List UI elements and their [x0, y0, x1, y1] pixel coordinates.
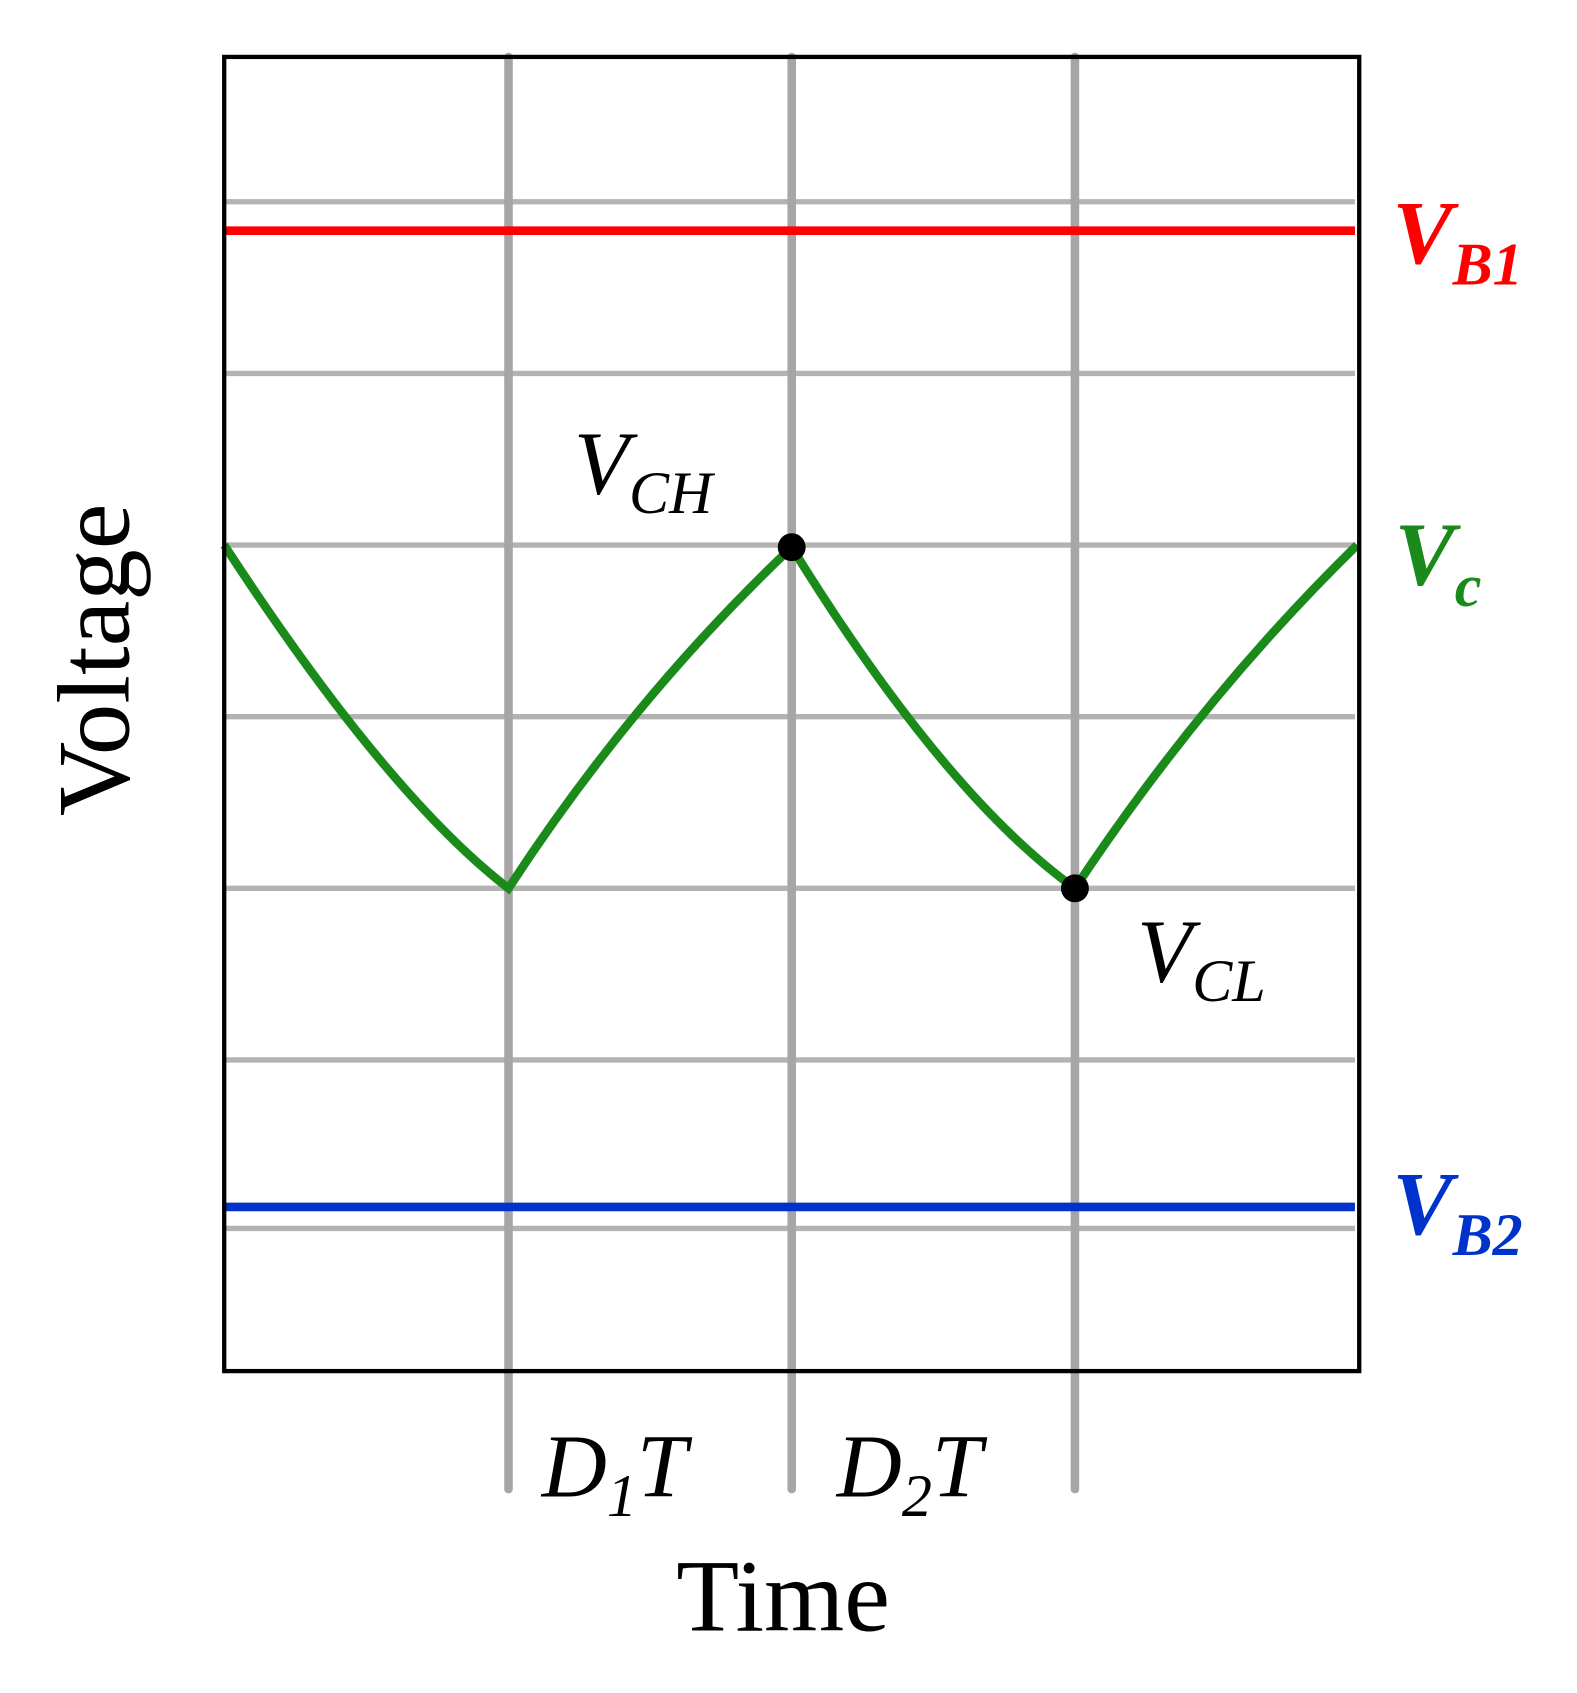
label-main: V: [1137, 903, 1201, 1002]
label-sub: B1: [1452, 230, 1523, 297]
label-main: V: [1392, 1155, 1459, 1254]
label-sub: 2: [902, 1462, 932, 1529]
plot-frame: [222, 54, 1362, 1374]
d1t-label: D1T: [540, 1418, 693, 1529]
vcl-label: VCL: [1137, 903, 1266, 1014]
grid: [224, 52, 1355, 1494]
label-main: V: [1395, 506, 1462, 605]
valley-point: [1060, 874, 1089, 903]
vb2-label: VB2: [1392, 1155, 1522, 1268]
label-tail: T: [637, 1418, 693, 1517]
vch-label: VCH: [574, 415, 716, 526]
vc-label: Vc: [1395, 506, 1482, 619]
x-axis-label: Time: [676, 1540, 890, 1654]
vb1-label: VB1: [1392, 184, 1522, 297]
label-main: V: [574, 415, 638, 514]
label-main: V: [1392, 184, 1459, 283]
label-main: D: [835, 1418, 902, 1517]
label-sub: 1: [607, 1462, 637, 1529]
d2t-label: D2T: [835, 1418, 988, 1529]
label-tail: T: [932, 1418, 988, 1517]
peak-point: [777, 533, 806, 562]
label-sub: c: [1455, 552, 1482, 619]
label-sub: CL: [1192, 947, 1265, 1014]
label-main: D: [540, 1418, 607, 1517]
y-axis-label: Voltage: [38, 503, 152, 816]
label-sub: B2: [1452, 1201, 1523, 1268]
label-sub: CH: [629, 459, 716, 526]
